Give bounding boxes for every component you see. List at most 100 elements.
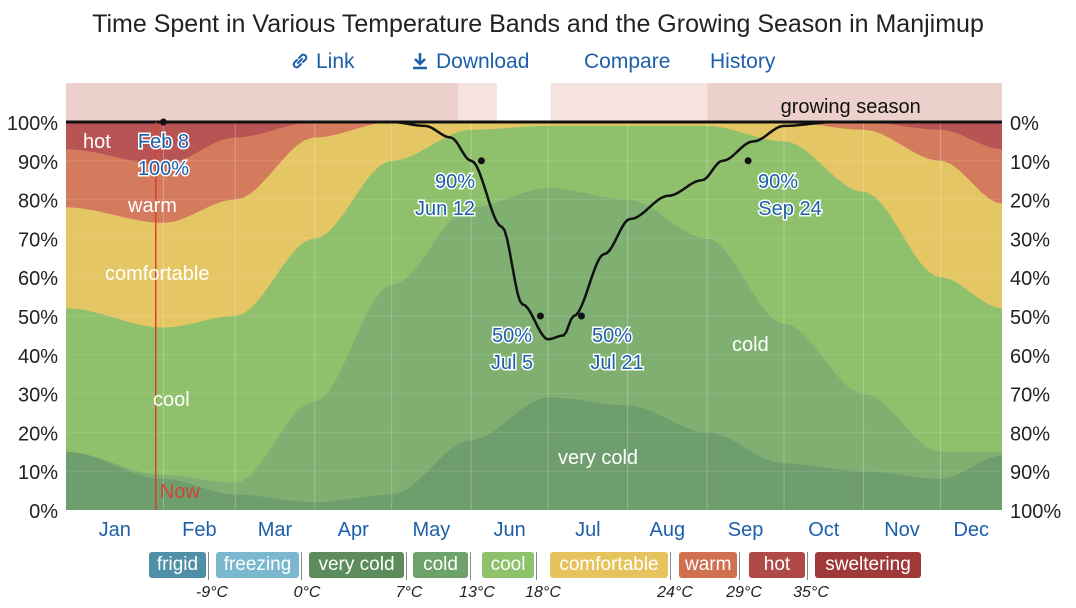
x-tick-dec: Dec	[953, 519, 989, 541]
x-tick-apr: Apr	[338, 519, 369, 541]
now-label: Now	[160, 481, 201, 503]
legend-separator	[301, 552, 302, 580]
y-tick-right: 30%	[1010, 229, 1050, 251]
y-tick-right: 70%	[1010, 385, 1050, 407]
band-label-very-cold: very cold	[558, 447, 638, 469]
y-tick-right: 0%	[1010, 113, 1039, 135]
legend-chip-freezing: freezing	[216, 552, 299, 578]
y-tick-left: 10%	[18, 462, 58, 484]
y-tick-left: 90%	[18, 152, 58, 174]
legend-separator	[470, 552, 471, 580]
legend-chip-cool: cool	[482, 552, 534, 578]
legend-threshold: 7°C	[395, 584, 423, 601]
y-tick-left: 30%	[18, 385, 58, 407]
y-tick-right: 90%	[1010, 462, 1050, 484]
annotation-dot-jul5	[536, 312, 544, 320]
compare-button[interactable]: Compare	[584, 50, 671, 73]
growing-season-label: growing season	[781, 96, 921, 118]
annotation-jun12-value: 90%	[435, 171, 475, 193]
legend-chip-frigid: frigid	[149, 552, 206, 578]
annotation-dot-jul21	[577, 312, 585, 320]
growing-season-bar-segment	[707, 83, 1002, 122]
growing-season-bar-segment	[458, 83, 497, 122]
y-tick-left: 20%	[18, 423, 58, 445]
band-label-cold: cold	[732, 334, 769, 356]
legend-separator	[208, 552, 209, 580]
y-tick-left: 80%	[18, 191, 58, 213]
band-cold	[66, 188, 1002, 510]
band-very-cold	[66, 397, 1002, 510]
y-tick-left: 70%	[18, 229, 58, 251]
legend-threshold: 24°C	[657, 584, 693, 601]
y-tick-right: 100%	[1010, 501, 1061, 523]
y-tick-right: 40%	[1010, 268, 1050, 290]
y-tick-right: 60%	[1010, 346, 1050, 368]
x-tick-jul: Jul	[575, 519, 601, 541]
legend-chip-warm: warm	[679, 552, 737, 578]
legend-threshold: 0°C	[293, 584, 321, 601]
x-tick-jan: Jan	[99, 519, 131, 541]
annotation-jul21-value: 50%	[592, 325, 632, 347]
legend-threshold: -9°C	[195, 584, 229, 601]
legend-separator	[807, 552, 808, 580]
chart-title: Time Spent in Various Temperature Bands …	[92, 10, 984, 38]
legend-separator	[739, 552, 740, 580]
download-label: Download	[436, 50, 530, 73]
annotation-jul5-value: 50%	[492, 325, 532, 347]
y-tick-right: 20%	[1010, 191, 1050, 213]
growing-season-bar-segment	[550, 83, 708, 122]
download-icon	[413, 53, 427, 70]
legend-separator	[406, 552, 407, 580]
annotation-feb8-value: 100%	[138, 158, 189, 180]
legend-threshold: 13°C	[459, 584, 495, 601]
y-tick-left: 60%	[18, 268, 58, 290]
band-label-hot: hot	[83, 131, 111, 153]
y-tick-right: 80%	[1010, 423, 1050, 445]
growing-season-bar-segment	[66, 83, 459, 122]
temperature-band-chart: growing season Now Feb 8 100% 90% Jun 12 50% Ju…	[7, 83, 1061, 541]
annotation-sep24-date: Sep 24	[758, 198, 821, 220]
x-tick-feb: Feb	[182, 519, 216, 541]
y-tick-left: 100%	[7, 113, 58, 135]
annotation-jun12-date: Jun 12	[415, 198, 475, 220]
x-tick-jun: Jun	[494, 519, 526, 541]
x-tick-aug: Aug	[650, 519, 686, 541]
annotation-jul21-date: Jul 21	[590, 352, 643, 374]
link-label: Link	[316, 50, 355, 73]
legend-separator	[536, 552, 537, 580]
toolbar: Link Download Compare History	[0, 50, 1076, 80]
annotation-dot-sep24	[744, 157, 752, 165]
y-tick-right: 10%	[1010, 152, 1050, 174]
legend-threshold: 29°C	[726, 584, 762, 601]
x-tick-may: May	[413, 519, 451, 541]
x-tick-nov: Nov	[884, 519, 920, 541]
legend-chip-sweltering: sweltering	[815, 552, 921, 578]
legend-chip-very-cold: very cold	[309, 552, 404, 578]
band-label-warm: warm	[127, 195, 177, 217]
annotation-dot-feb8	[159, 118, 167, 126]
link-icon	[292, 53, 308, 69]
growing-season-line	[66, 120, 1002, 341]
x-tick-oct: Oct	[808, 519, 840, 541]
x-tick-mar: Mar	[258, 519, 293, 541]
download-button[interactable]: Download	[410, 50, 529, 74]
history-button[interactable]: History	[710, 50, 776, 73]
annotation-dot-jun12	[477, 157, 485, 165]
legend-threshold: 35°C	[793, 584, 829, 601]
link-button[interactable]: Link	[290, 50, 355, 74]
y-tick-right: 50%	[1010, 307, 1050, 329]
y-tick-left: 50%	[18, 307, 58, 329]
x-tick-sep: Sep	[728, 519, 764, 541]
legend-chip-cold: cold	[413, 552, 468, 578]
y-tick-left: 0%	[29, 501, 58, 523]
legend-chip-comfortable: comfortable	[550, 552, 668, 578]
annotation-jul5-date: Jul 5	[491, 352, 533, 374]
legend-separator	[670, 552, 671, 580]
y-tick-left: 40%	[18, 346, 58, 368]
legend-chip-hot: hot	[749, 552, 805, 578]
band-label-comfortable: comfortable	[105, 263, 210, 285]
annotation-sep24-value: 90%	[758, 171, 798, 193]
legend: frigid freezing very cold cold cool comfortab…	[0, 552, 1076, 580]
annotation-feb8-date: Feb 8	[138, 131, 189, 153]
legend-threshold: 18°C	[525, 584, 561, 601]
